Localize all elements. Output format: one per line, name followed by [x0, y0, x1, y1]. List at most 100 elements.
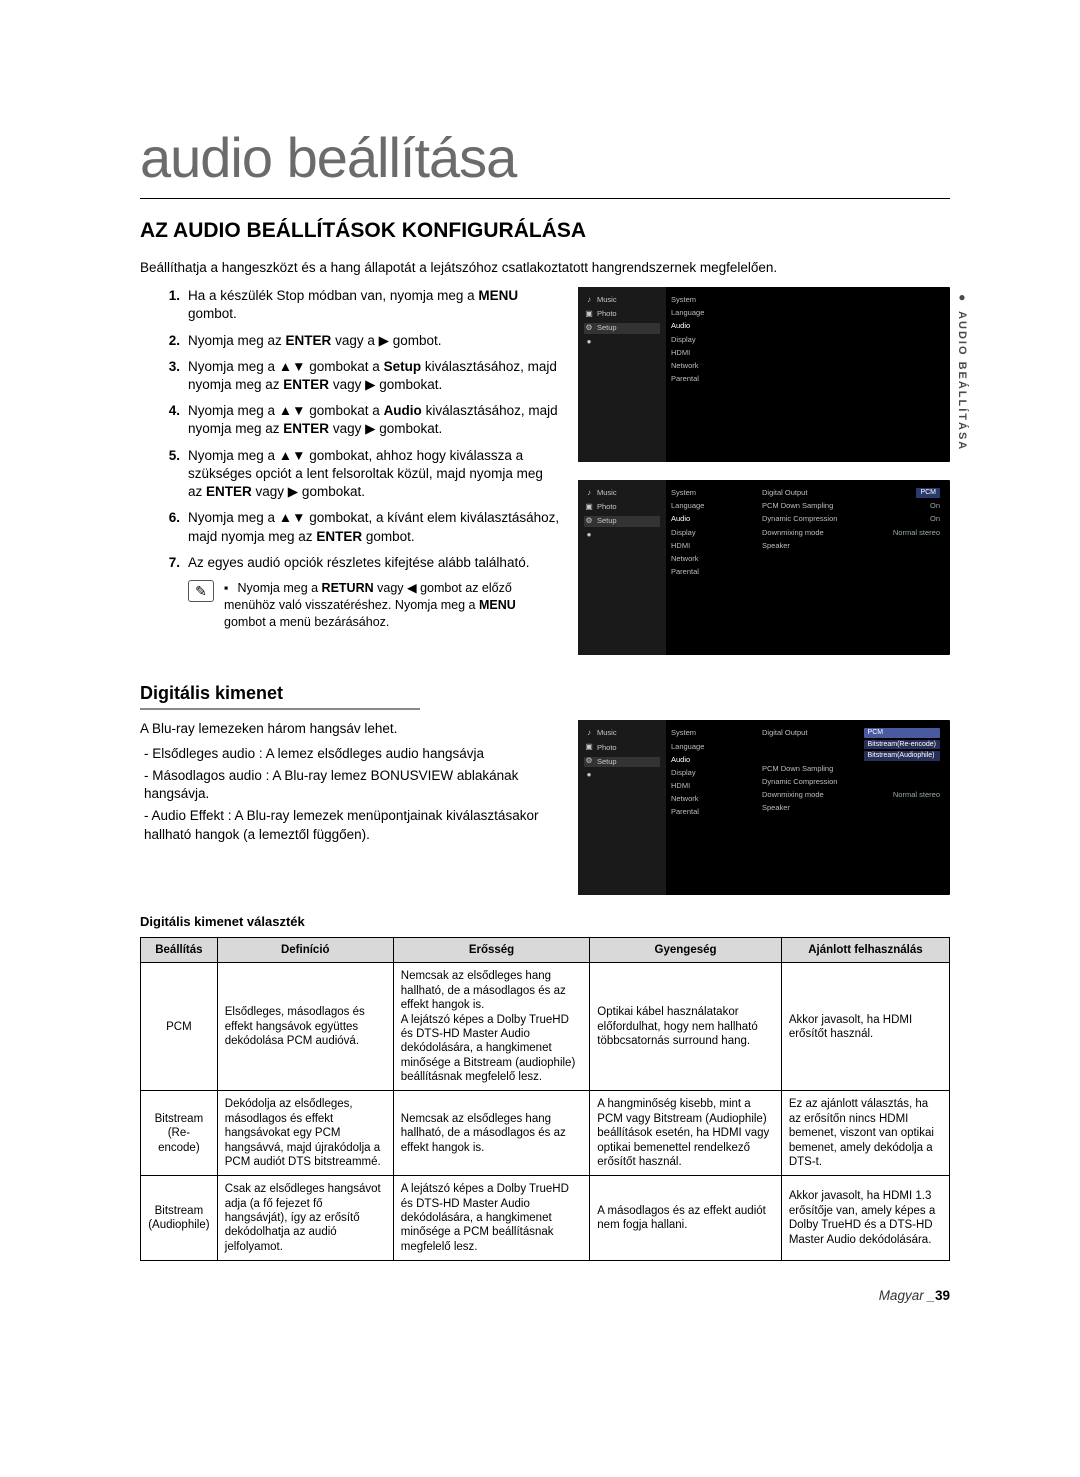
osd-mid-item: HDMI [671, 348, 747, 358]
osd-left-label: Music [597, 728, 617, 738]
page-title: audio beállítása [140, 120, 950, 199]
osd-option-key: Digital Output [762, 488, 807, 498]
step-item: 2.Nyomja meg az ENTER vagy a ▶ gombot. [188, 332, 560, 350]
osd-option-value: On [930, 501, 940, 511]
table-cell: Nemcsak az elsődleges hang hallható, de … [393, 963, 590, 1091]
osd-mid-item: System [671, 295, 747, 305]
table-cell: Elsődleges, másodlagos és effekt hangsáv… [217, 963, 393, 1091]
osd-left-label: Setup [597, 516, 617, 526]
page-footer: Magyar _39 [140, 1287, 950, 1305]
side-tab: ● AUDIO BEÁLLÍTÁSA [954, 290, 970, 451]
osd-left-icon: ● [584, 338, 594, 348]
osd-left-icon: ♪ [584, 295, 594, 305]
osd-left-item: ⚙Setup [584, 516, 660, 526]
table-body: PCMElsődleges, másodlagos és effekt hang… [141, 963, 950, 1261]
osd-mid-item: Audio [671, 321, 747, 331]
selection-table: BeállításDefinícióErősségGyengeségAjánlo… [140, 937, 950, 1261]
osd-left-panel: ♪Music▣Photo⚙Setup● [578, 480, 666, 655]
content-row-1: 1.Ha a készülék Stop módban van, nyomja … [140, 287, 950, 655]
step-text: Az egyes audió opciók részletes kifejtés… [188, 555, 529, 570]
table-row: PCMElsődleges, másodlagos és effekt hang… [141, 963, 950, 1091]
osd-left-label: Music [597, 295, 617, 305]
osd-mid-item: Parental [671, 374, 747, 384]
table-cell: Bitstream(Audiophile) [141, 1176, 218, 1261]
table-cell: Csak az elsődleges hangsávot adja (a fő … [217, 1176, 393, 1261]
osd-left-item: ▣Photo [584, 502, 660, 512]
side-dot: ● [955, 290, 969, 306]
osd-mid-panel: SystemLanguageAudioDisplayHDMINetworkPar… [666, 720, 752, 895]
step-item: 4.Nyomja meg a ▲▼ gombokat a Audio kivál… [188, 402, 560, 438]
osd-left-item: ⚙Setup [584, 323, 660, 333]
content-row-2: A Blu-ray lemezeken három hangsáv lehet.… [140, 720, 950, 895]
note-icon: ✎ [188, 580, 214, 602]
osd-left-icon: ▣ [584, 309, 594, 319]
osd-option-row: Speaker [762, 803, 940, 813]
osd-option-value: Normal stereo [893, 528, 940, 538]
osd-mid-item: Language [671, 308, 747, 318]
osd-left-panel: ♪Music▣Photo⚙Setup● [578, 287, 666, 462]
step-item: 3.Nyomja meg a ▲▼ gombokat a Setup kivál… [188, 358, 560, 394]
osd-mid-item: Network [671, 554, 747, 564]
steps-column: 1.Ha a készülék Stop módban van, nyomja … [140, 287, 560, 655]
osd-option-row: Downmixing modeNormal stereo [762, 790, 940, 800]
osd-mid-item: Audio [671, 514, 747, 524]
osd-option-key: PCM Down Sampling [762, 764, 833, 774]
table-header-cell: Beállítás [141, 938, 218, 963]
osd-left-item: ♪Music [584, 295, 660, 305]
osd-left-item: ● [584, 531, 660, 541]
osd-left-icon: ▣ [584, 743, 594, 753]
table-cell: Nemcsak az elsődleges hang hallható, de … [393, 1091, 590, 1176]
table-row: Bitstream(Audiophile)Csak az elsődleges … [141, 1176, 950, 1261]
osd-left-icon: ● [584, 771, 594, 781]
step-number: 4. [140, 402, 180, 420]
osd-screenshot-2: ♪Music▣Photo⚙Setup● SystemLanguageAudioD… [578, 480, 950, 655]
osd-option-key: Downmixing mode [762, 528, 824, 538]
osd-dropdown-item: Bitstream(Audiophile) [864, 751, 940, 760]
table-cell: A másodlagos és az effekt audiót nem fog… [590, 1176, 782, 1261]
osd-left-label: Setup [597, 757, 617, 767]
osd-option-key: Digital Output [762, 728, 807, 760]
section-heading: AZ AUDIO BEÁLLÍTÁSOK KONFIGURÁLÁSA [140, 217, 950, 245]
digital-bullet-item: - Elsődleges audio : A lemez elsődleges … [144, 745, 560, 763]
digital-text-column: A Blu-ray lemezeken három hangsáv lehet.… [140, 720, 560, 895]
osd-option-key: Dynamic Compression [762, 514, 837, 524]
osd-right-panel: Digital Output PCMBitstream(Re-encode)Bit… [752, 720, 950, 895]
osd-left-label: Music [597, 488, 617, 498]
osd-dropdown: PCMBitstream(Re-encode)Bitstream(Audioph… [864, 728, 940, 760]
osd-mid-item: Network [671, 361, 747, 371]
osd-mid-item: System [671, 728, 747, 738]
osd-mid-item: System [671, 488, 747, 498]
osd-left-item: ● [584, 771, 660, 781]
osd-option-row: Speaker [762, 541, 940, 551]
step-number: 7. [140, 554, 180, 572]
osd-option-row: Digital OutputPCM [762, 488, 940, 498]
osd-left-panel: ♪Music▣Photo⚙Setup● [578, 720, 666, 895]
digital-intro: A Blu-ray lemezeken három hangsáv lehet. [140, 720, 560, 738]
step-item: 5.Nyomja meg a ▲▼ gombokat, ahhoz hogy k… [188, 447, 560, 502]
step-text: Ha a készülék Stop módban van, nyomja me… [188, 288, 518, 321]
osd-left-item: ▣Photo [584, 309, 660, 319]
step-item: 6.Nyomja meg a ▲▼ gombokat, a kívánt ele… [188, 509, 560, 545]
osd-option-key: Dynamic Compression [762, 777, 837, 787]
side-tab-label: AUDIO BEÁLLÍTÁSA [956, 311, 968, 451]
osd-left-label: Photo [597, 309, 617, 319]
osd-left-label: Setup [597, 323, 617, 333]
note-bullet: ▪ [224, 580, 234, 597]
table-header-cell: Gyengeség [590, 938, 782, 963]
osd-screenshot-1: ♪Music▣Photo⚙Setup● SystemLanguageAudioD… [578, 287, 950, 462]
digital-bullet-item: - Audio Effekt : A Blu-ray lemezek menüp… [144, 807, 560, 843]
osd-mid-item: Parental [671, 807, 747, 817]
step-text: Nyomja meg az ENTER vagy a ▶ gombot. [188, 333, 442, 348]
step-item: 7.Az egyes audió opciók részletes kifejt… [188, 554, 560, 572]
osd-mid-panel: SystemLanguageAudioDisplayHDMINetworkPar… [666, 480, 752, 655]
osd-right-panel [752, 287, 950, 462]
osd-option-key: PCM Down Sampling [762, 501, 833, 511]
osd-mid-panel: System Language Audio Display HDMI Network Par… [666, 287, 752, 462]
table-cell: A hangminőség kisebb, mint a PCM vagy Bi… [590, 1091, 782, 1176]
osd-option-row: Downmixing mode Normal stereo [762, 528, 940, 538]
osd-option-key: Speaker [762, 541, 790, 551]
osd-mid-item: Display [671, 335, 747, 345]
osd-option-value: Normal stereo [893, 790, 940, 800]
osd-dropdown-item: Bitstream(Re-encode) [864, 740, 940, 749]
osd-option-row: Dynamic Compression [762, 777, 940, 787]
